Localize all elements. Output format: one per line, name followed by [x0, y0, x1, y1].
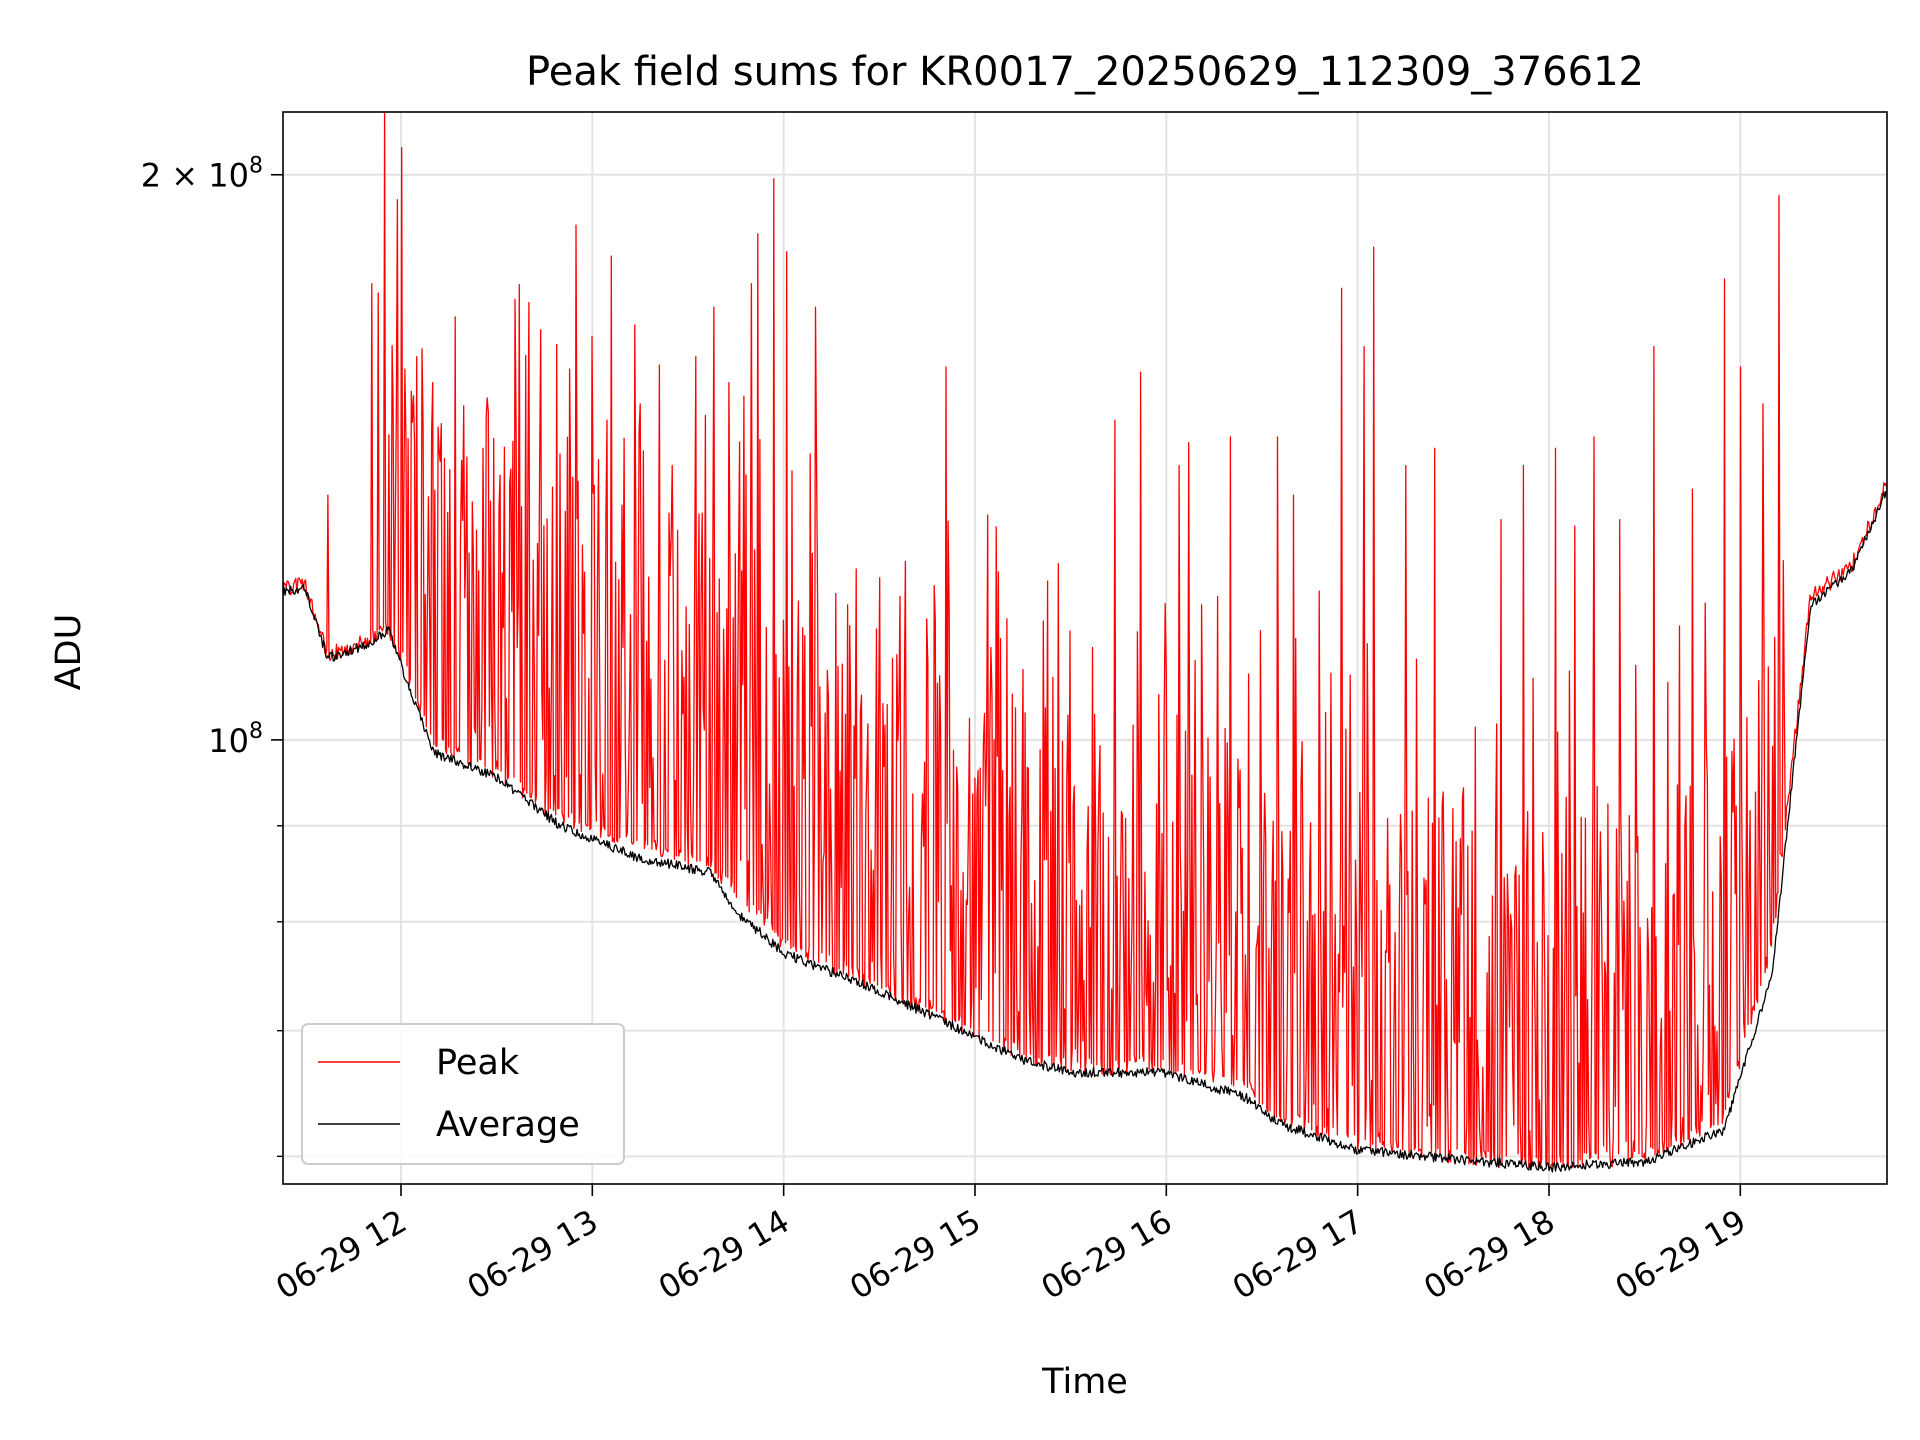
- series-line-peak: [282, 111, 1888, 1171]
- x-tick-label: 06-29 18: [1417, 1202, 1561, 1307]
- x-tick-label: 06-29 13: [461, 1202, 605, 1307]
- y-axis-label: ADU: [49, 614, 89, 691]
- x-tick-label: 06-29 12: [269, 1202, 413, 1307]
- x-tick-label: 06-29 16: [1035, 1202, 1179, 1307]
- legend-box: [301, 1023, 625, 1165]
- x-tick-label: 06-29 17: [1226, 1202, 1370, 1307]
- chart-title: Peak field sums for KR0017_20250629_1123…: [526, 49, 1644, 95]
- legend-label-peak: Peak: [436, 1043, 520, 1083]
- x-axis-label: Time: [1041, 1362, 1128, 1402]
- x-tick-label: 06-29 19: [1609, 1202, 1753, 1307]
- plot-frame: [282, 111, 1888, 1185]
- legend: Peak Average: [301, 1023, 625, 1165]
- y-axis-ticks: 108 2 × 108: [141, 154, 283, 1158]
- y-tick-label: 108: [208, 719, 263, 760]
- series-layer: [282, 111, 1888, 1173]
- legend-label-average: Average: [436, 1105, 580, 1145]
- x-tick-label: 06-29 14: [652, 1202, 796, 1307]
- series-line-average: [282, 490, 1888, 1173]
- x-axis-ticks: 06-29 12 06-29 13 06-29 14 06-29 15 06-29 16…: [269, 1184, 1752, 1307]
- y-tick-label: 2 × 108: [141, 154, 263, 195]
- x-tick-label: 06-29 15: [843, 1202, 987, 1307]
